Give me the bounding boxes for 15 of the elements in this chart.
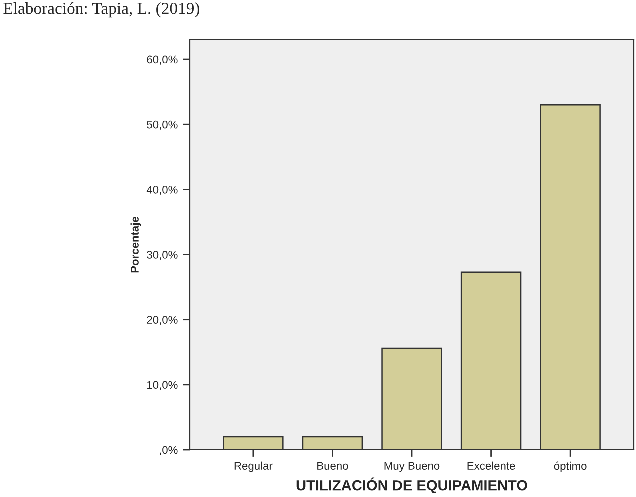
x-tick-label: Excelente: [468, 462, 516, 470]
x-tick-label: óptimo: [554, 462, 587, 472]
x-tick-label: Muy Bueno: [384, 462, 440, 472]
y-tick-label: ,0%: [160, 446, 178, 456]
y-tick-label: 30,0%: [147, 251, 178, 260]
text: Elaboración: Tapia, L. (2019): [4, 2, 200, 18]
y-tick-label: 60,0%: [147, 56, 178, 65]
x-axis-title: UTILIZACIÓN DE EQUIPAMIENTO: [296, 478, 528, 494]
x-tick-label: Bueno: [318, 462, 348, 470]
y-axis-title: Porcentaje: [130, 216, 142, 273]
y-tick-label: 20,0%: [147, 316, 178, 326]
y-tick-label: 50,0%: [147, 120, 178, 130]
y-tick-label: 40,0%: [146, 186, 178, 196]
x-tick-label: Regular: [234, 462, 273, 472]
y-tick-label: 10,0%: [148, 381, 178, 390]
